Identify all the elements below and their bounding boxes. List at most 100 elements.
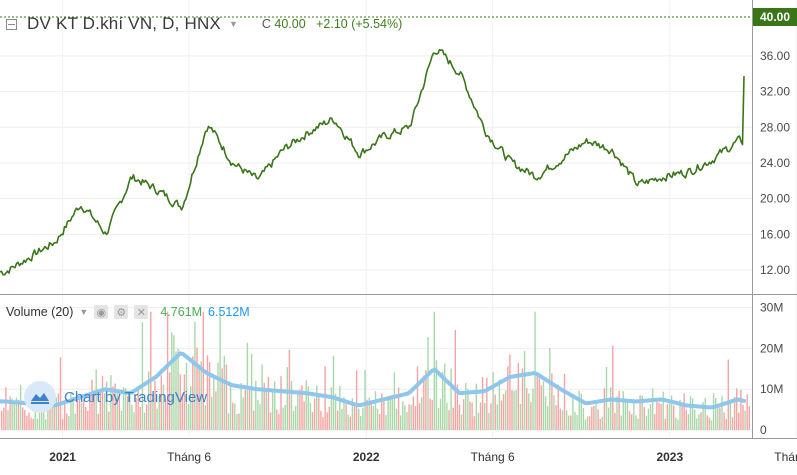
volume-bar xyxy=(57,393,60,430)
volume-bar xyxy=(139,407,141,430)
volume-bar xyxy=(110,375,112,430)
volume-bar xyxy=(187,404,190,430)
volume-bar xyxy=(190,386,192,430)
volume-bar xyxy=(227,413,230,430)
volume-bar xyxy=(381,393,383,430)
volume-bar xyxy=(326,412,328,430)
volume-bar xyxy=(414,406,417,430)
volume-bar xyxy=(565,410,568,430)
volume-bar xyxy=(351,398,354,430)
volume-bar xyxy=(349,416,351,430)
volume-bar xyxy=(122,387,125,430)
volume-bar xyxy=(637,418,639,430)
volume-bar xyxy=(601,416,603,430)
price-tick-label: 32.00 xyxy=(760,85,790,99)
volume-bar xyxy=(610,387,612,430)
volume-bar xyxy=(532,388,534,430)
volume-bar xyxy=(47,403,49,430)
volume-bar xyxy=(689,396,692,430)
time-tick-label: 2022 xyxy=(353,450,380,464)
volume-bar xyxy=(316,385,318,430)
volume-bar xyxy=(595,400,597,430)
volume-bar xyxy=(460,414,463,430)
price-tick-label: 20.00 xyxy=(760,192,790,206)
volume-bar xyxy=(267,376,270,430)
volume-bar xyxy=(389,395,391,430)
volume-bar xyxy=(649,404,652,430)
volume-bar xyxy=(162,384,165,430)
volume-bar xyxy=(519,403,522,430)
symbol-title[interactable]: DV KT D.khí VN, D, HNX xyxy=(27,14,221,33)
volume-bar xyxy=(670,395,673,430)
time-tick-label: Tháng 6 xyxy=(471,450,515,464)
volume-bar xyxy=(196,347,198,430)
volume-bar xyxy=(463,399,465,430)
chevron-down-icon[interactable]: ▼ xyxy=(228,19,238,29)
volume-bar xyxy=(292,410,295,430)
volume-bar xyxy=(324,366,326,430)
volume-bar xyxy=(198,365,200,430)
volume-bar xyxy=(232,402,234,430)
volume-bar xyxy=(471,402,473,430)
volume-bar xyxy=(681,404,683,430)
volume-bar xyxy=(261,364,263,430)
volume-bar xyxy=(40,403,43,430)
volume-bar xyxy=(528,393,530,430)
volume-bar xyxy=(744,410,746,430)
volume-bar xyxy=(511,390,513,430)
tradingview-watermark[interactable]: Chart by TradingView xyxy=(24,381,207,413)
volume-bar xyxy=(746,394,748,430)
volume-title[interactable]: Volume (20) xyxy=(6,305,74,319)
volume-bar xyxy=(708,417,711,430)
volume-bar xyxy=(32,418,34,430)
volume-bar xyxy=(534,311,536,430)
volume-bar xyxy=(244,389,246,430)
volume-bar xyxy=(72,396,74,430)
volume-bar xyxy=(211,397,213,430)
chevron-down-icon[interactable]: ▼ xyxy=(79,307,89,317)
volume-bar xyxy=(353,406,356,430)
price-tick-label: 28.00 xyxy=(760,120,790,134)
volume-bar xyxy=(624,402,627,430)
volume-bar xyxy=(127,396,129,430)
volume-bar xyxy=(263,383,265,430)
volume-bar xyxy=(22,407,24,430)
volume-bar xyxy=(710,420,713,430)
volume-bar xyxy=(223,355,225,430)
volume-bar xyxy=(675,417,677,430)
volume-bar xyxy=(240,382,242,430)
volume-bar xyxy=(513,390,515,430)
volume-bar xyxy=(141,322,144,430)
volume-bar xyxy=(219,311,221,430)
volume-bar xyxy=(580,393,582,430)
volume-ma-series-line xyxy=(0,351,746,410)
volume-bar xyxy=(164,398,167,430)
gear-icon[interactable]: ⚙ xyxy=(114,305,129,319)
volume-bar xyxy=(486,377,488,430)
volume-bar xyxy=(166,311,169,430)
last-price-label: 40.00 xyxy=(753,8,797,26)
close-icon[interactable]: ✕ xyxy=(134,305,149,319)
eye-icon[interactable]: ◉ xyxy=(94,305,109,319)
volume-bar xyxy=(303,401,305,430)
price-tick-label: 16.00 xyxy=(760,227,790,241)
volume-bar xyxy=(274,381,276,430)
volume-bar xyxy=(236,414,238,430)
volume-bar xyxy=(584,419,587,430)
volume-bar xyxy=(635,415,637,430)
volume-bar xyxy=(542,381,545,430)
volume-bar xyxy=(334,394,337,430)
volume-bar xyxy=(563,374,566,430)
volume-bar xyxy=(729,400,732,430)
volume-bar xyxy=(82,399,85,430)
collapse-icon[interactable] xyxy=(6,18,17,30)
volume-bar xyxy=(339,386,341,430)
volume-bar xyxy=(549,348,551,430)
volume-bar xyxy=(400,415,402,430)
volume-bar xyxy=(423,375,425,430)
volume-bar xyxy=(555,405,557,430)
volume-bar xyxy=(387,396,389,430)
volume-bar xyxy=(652,388,654,430)
